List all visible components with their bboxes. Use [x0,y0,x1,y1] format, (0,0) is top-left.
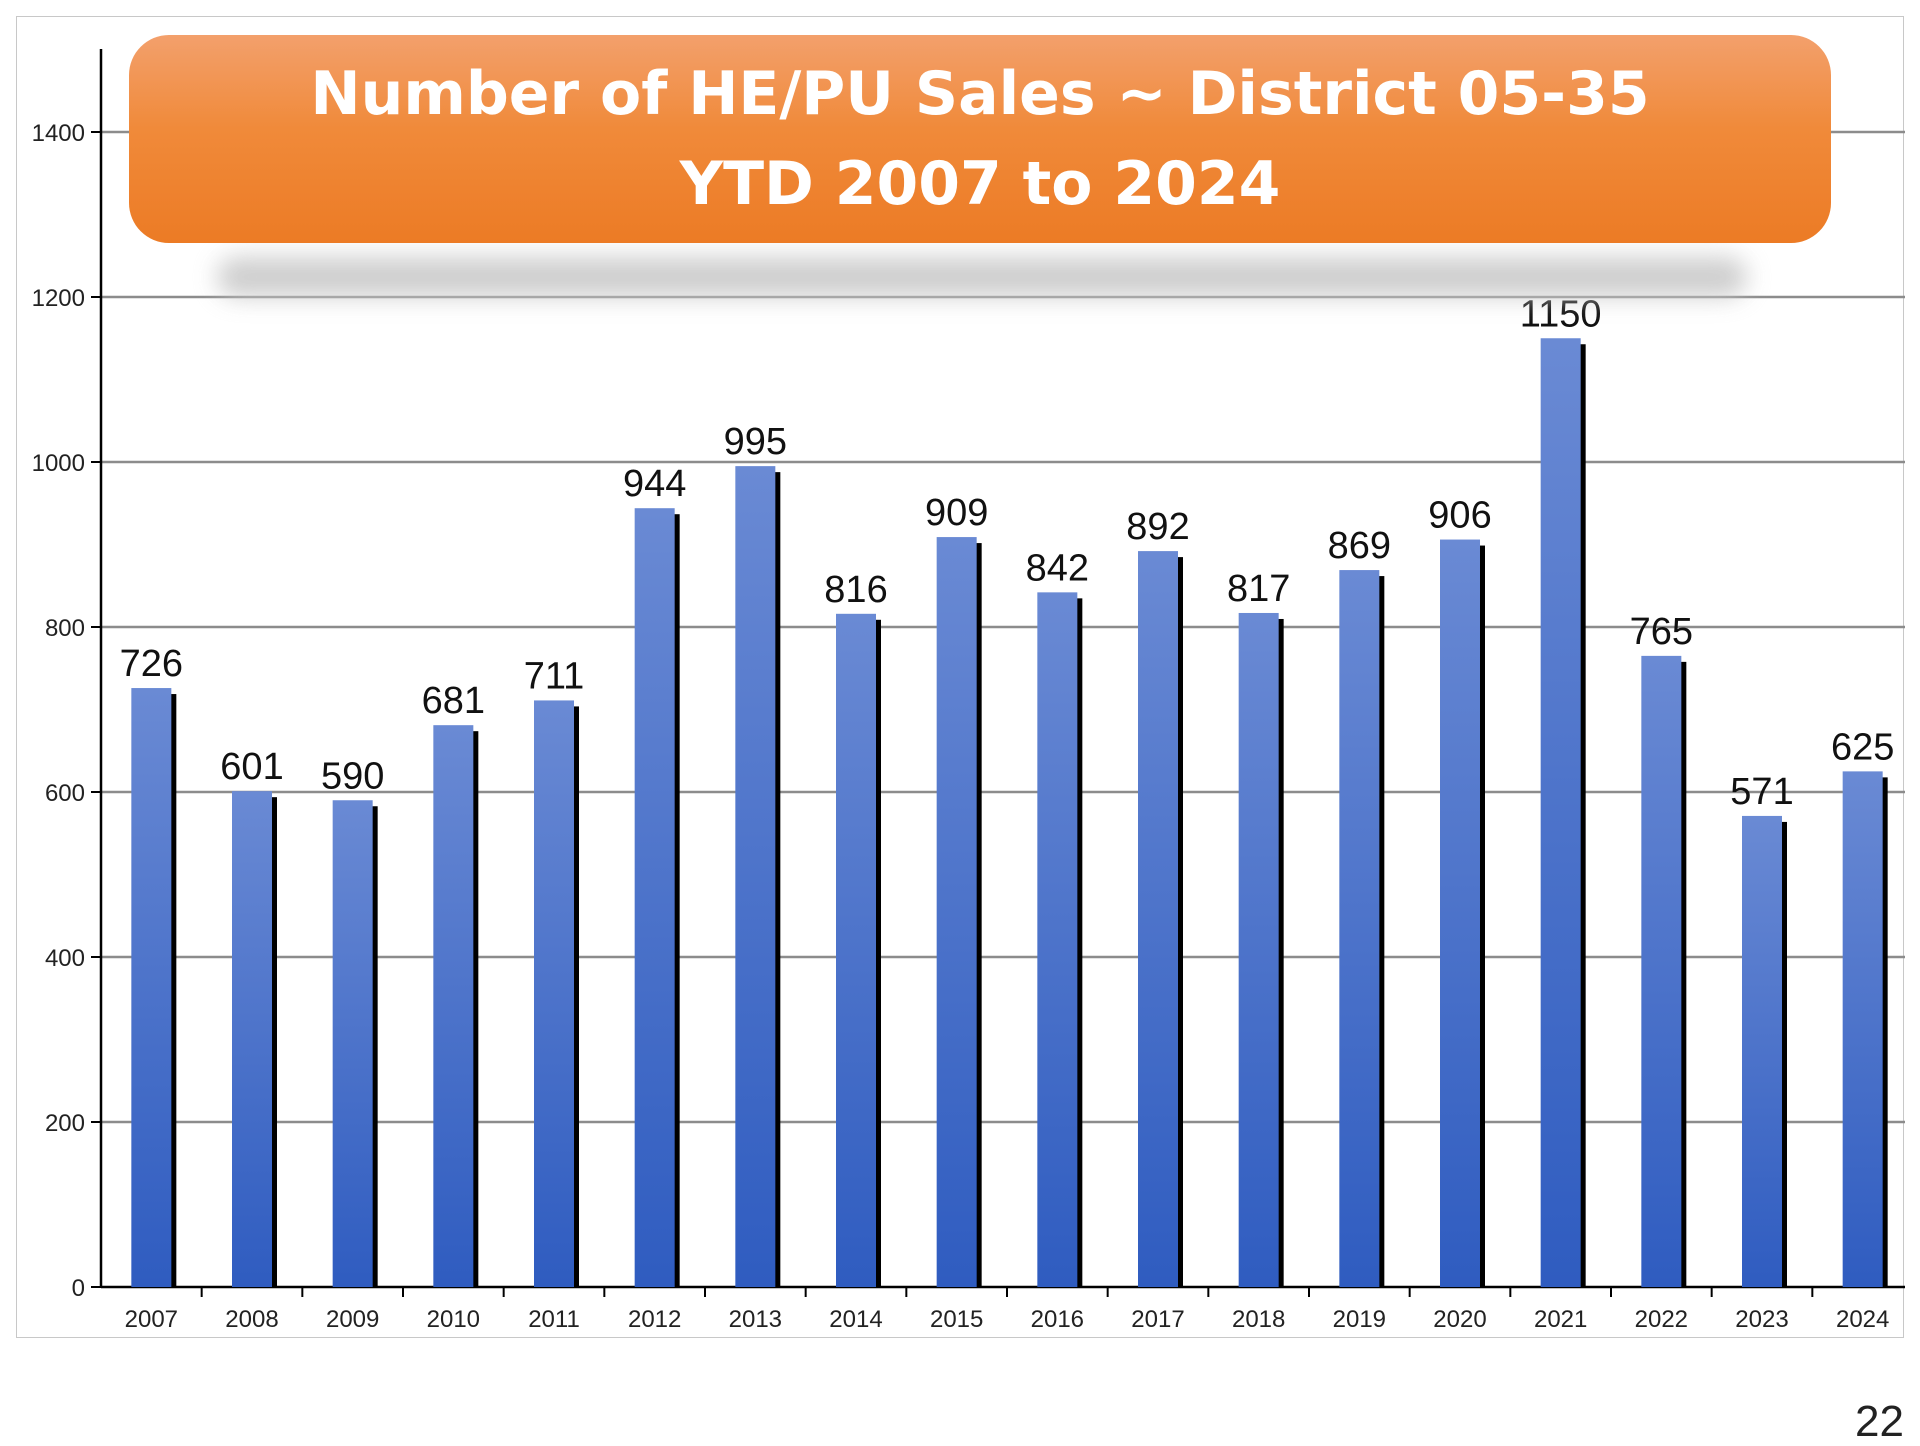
bar-2015 [936,537,977,1287]
chart-title-line-1: Number of HE/PU Sales ~ District 05-35 [310,59,1650,129]
data-label-2019: 869 [1328,525,1391,567]
x-tick-label-2024: 2024 [1836,1306,1889,1333]
data-labels: 726 601 590 681 711 944 995 816 909 842 892 817 869 9… [120,293,1895,813]
data-label-2017: 892 [1126,506,1189,548]
bar-2016 [1037,592,1078,1287]
bar-2018 [1238,612,1279,1287]
axes [91,49,1905,1297]
x-tick-label-2019: 2019 [1333,1306,1386,1333]
y-tick-label-0: 0 [72,1275,85,1302]
data-label-2010: 681 [422,680,485,722]
bar-2014 [836,613,876,1287]
data-label-2024: 625 [1831,726,1894,768]
bar-2010 [433,725,474,1287]
bar-2017 [1138,551,1178,1287]
y-tick-label-1400: 1400 [32,120,85,147]
bar-2023 [1742,815,1782,1287]
x-tick-label-2010: 2010 [427,1306,480,1333]
bar-chart: 726 601 590 681 711 944 995 816 909 842 892 817 869 9… [32,49,1905,1333]
bar-2012 [634,508,675,1287]
data-label-2016: 842 [1026,547,1089,589]
x-tick-label-2020: 2020 [1433,1306,1486,1333]
bar-2009 [332,800,373,1287]
x-tick-label-2022: 2022 [1635,1306,1688,1333]
page-number: 22 [1855,1397,1904,1446]
x-tick-label-2014: 2014 [829,1306,882,1333]
chart-title-line-2: YTD 2007 to 2024 [679,149,1281,219]
data-label-2011: 711 [524,655,585,697]
data-label-2015: 909 [925,492,988,534]
x-tick-label-2007: 2007 [125,1306,178,1333]
data-label-2021: 1150 [1520,293,1602,335]
tick-labels: 0 200 400 600 800 1000 1200 1400 2007 2008 2009 201… [32,120,1890,1333]
x-tick-label-2008: 2008 [225,1306,278,1333]
x-tick-label-2016: 2016 [1031,1306,1084,1333]
bar-2022 [1641,655,1682,1287]
title-banner: Number of HE/PU Sales ~ District 05-35 Y… [129,35,1831,243]
bars [131,338,1888,1287]
y-tick-label-800: 800 [45,615,85,642]
title-banner-shadow [217,257,1747,297]
data-label-2014: 816 [824,569,887,611]
x-tick-label-2013: 2013 [729,1306,782,1333]
bar-2020 [1440,539,1480,1287]
data-label-2008: 601 [220,746,283,788]
data-label-2020: 906 [1428,495,1491,537]
bar-2021 [1540,338,1581,1287]
y-tick-label-200: 200 [45,1110,85,1137]
bar-2024 [1842,771,1883,1287]
bar-2007 [131,688,172,1287]
y-tick-label-1200: 1200 [32,285,85,312]
data-label-2023: 571 [1730,771,1793,813]
data-label-2007: 726 [120,643,183,685]
x-tick-label-2018: 2018 [1232,1306,1285,1333]
x-tick-label-2011: 2011 [528,1306,580,1333]
bar-2013 [735,466,776,1287]
x-tick-label-2017: 2017 [1131,1306,1184,1333]
bar-2011 [534,700,574,1287]
y-tick-label-400: 400 [45,945,85,972]
x-tick-label-2023: 2023 [1735,1306,1788,1333]
y-tick-label-1000: 1000 [32,450,85,477]
bar-2008 [232,791,272,1287]
data-label-2018: 817 [1227,568,1290,610]
x-tick-label-2012: 2012 [628,1306,681,1333]
x-tick-label-2021: 2021 [1534,1306,1587,1333]
chart-frame: 726 601 590 681 711 944 995 816 909 842 892 817 869 9… [16,16,1905,1338]
y-tick-label-600: 600 [45,780,85,807]
bar-2019 [1339,570,1380,1287]
x-tick-label-2009: 2009 [326,1306,379,1333]
data-label-2013: 995 [724,421,787,463]
data-label-2022: 765 [1630,611,1693,653]
x-tick-label-2015: 2015 [930,1306,983,1333]
data-label-2009: 590 [321,755,384,797]
data-label-2012: 944 [623,463,686,505]
